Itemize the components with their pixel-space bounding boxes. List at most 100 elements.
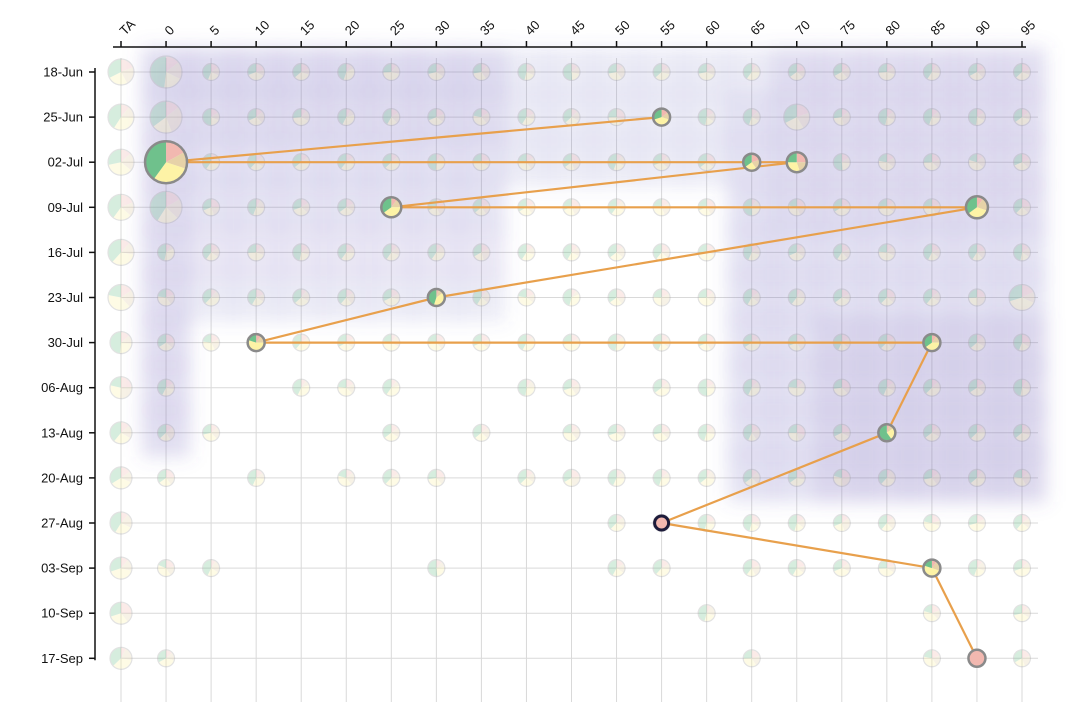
pie-slice bbox=[751, 206, 761, 216]
pie-slice bbox=[436, 113, 445, 123]
background-pie bbox=[109, 646, 133, 670]
pie-slice bbox=[976, 112, 986, 121]
pie-slice bbox=[833, 514, 842, 527]
pie-slice bbox=[346, 109, 355, 118]
pie-slice bbox=[1022, 112, 1031, 120]
pie-outline bbox=[832, 378, 851, 397]
pie-slice bbox=[346, 469, 353, 478]
pie-slice bbox=[796, 290, 806, 299]
background-pie bbox=[742, 288, 761, 307]
pie-slice bbox=[256, 200, 265, 209]
pie-base bbox=[923, 514, 941, 532]
pie-slice bbox=[968, 63, 977, 76]
pie-slice bbox=[292, 117, 309, 126]
pie-base bbox=[157, 334, 175, 352]
pie-slice bbox=[346, 65, 354, 72]
pie-slice bbox=[391, 469, 399, 478]
pie-slice bbox=[796, 198, 806, 208]
pie-slice bbox=[121, 290, 135, 307]
pie-base bbox=[653, 469, 671, 487]
pie-slice bbox=[337, 386, 353, 397]
pie-slice bbox=[387, 117, 398, 126]
pie-slice bbox=[1014, 567, 1031, 577]
density-cell bbox=[142, 228, 191, 277]
pie-slice bbox=[1015, 432, 1031, 442]
pie-slice bbox=[931, 381, 941, 389]
pie-slice bbox=[968, 559, 977, 577]
x-tick-label: 85 bbox=[927, 17, 948, 38]
pie-outline bbox=[517, 468, 536, 487]
pie-base bbox=[968, 108, 986, 126]
pie-slice bbox=[743, 658, 757, 667]
x-tick-label: 55 bbox=[657, 17, 678, 38]
pie-outline bbox=[607, 558, 626, 578]
pie-base bbox=[743, 243, 761, 261]
pie-base bbox=[878, 469, 896, 487]
pie-slice bbox=[931, 291, 941, 302]
background-pie bbox=[832, 153, 851, 172]
density-cell bbox=[682, 93, 731, 142]
pie-slice bbox=[211, 247, 220, 257]
pie-outline bbox=[149, 100, 183, 134]
pie-slice bbox=[923, 656, 937, 667]
pie-outline bbox=[877, 423, 897, 443]
pie-outline bbox=[967, 288, 987, 307]
density-cell bbox=[142, 273, 191, 322]
pie-slice bbox=[295, 342, 310, 352]
background-pie bbox=[562, 243, 581, 262]
background-pie bbox=[652, 288, 671, 307]
background-pie bbox=[832, 378, 851, 397]
pie-slice bbox=[796, 338, 806, 350]
background-pie bbox=[292, 243, 311, 262]
pie-slice bbox=[653, 469, 662, 486]
pie-slice bbox=[751, 424, 760, 433]
pie-outline bbox=[292, 198, 311, 217]
pie-slice bbox=[526, 108, 535, 118]
pie-base bbox=[788, 63, 806, 81]
background-pie bbox=[787, 378, 806, 397]
pie-slice bbox=[571, 290, 580, 298]
pie-slice bbox=[474, 432, 488, 442]
density-cell bbox=[187, 48, 236, 96]
density-cell bbox=[412, 228, 461, 277]
pie-slice bbox=[481, 248, 490, 261]
pie-slice bbox=[661, 198, 669, 208]
pie-slice bbox=[166, 243, 171, 253]
pie-slice bbox=[751, 559, 760, 569]
pie-outline bbox=[337, 62, 356, 82]
pie-slice bbox=[206, 162, 220, 171]
pie-slice bbox=[346, 383, 355, 394]
pie-base bbox=[1013, 649, 1031, 667]
pie-slice bbox=[382, 469, 392, 485]
pie-base bbox=[833, 243, 851, 261]
pie-slice bbox=[616, 516, 626, 527]
pie-slice bbox=[878, 424, 892, 442]
pie-outline bbox=[427, 107, 446, 127]
pie-base bbox=[157, 649, 175, 667]
pie-slice bbox=[297, 385, 310, 397]
density-cell bbox=[142, 318, 191, 367]
density-cell bbox=[277, 183, 326, 232]
x-tick-label: 75 bbox=[837, 17, 858, 38]
background-pie bbox=[832, 243, 851, 262]
pie-slice bbox=[786, 162, 800, 173]
background-pie bbox=[787, 513, 806, 533]
pie-slice bbox=[121, 647, 127, 659]
pie-slice bbox=[337, 243, 347, 260]
pie-slice bbox=[841, 431, 851, 437]
pie-slice bbox=[517, 469, 527, 484]
pie-base bbox=[110, 602, 132, 625]
background-pie bbox=[156, 423, 176, 442]
pie-slice bbox=[150, 191, 167, 221]
pie-base bbox=[878, 243, 896, 261]
density-cell bbox=[907, 363, 956, 412]
pie-base bbox=[472, 424, 490, 442]
pie-slice bbox=[1013, 559, 1022, 572]
pie-slice bbox=[751, 64, 761, 73]
pie-slice bbox=[256, 289, 264, 298]
highlight-pie bbox=[922, 558, 942, 578]
pie-slice bbox=[931, 108, 939, 118]
pie-slice bbox=[841, 111, 851, 126]
pie-base bbox=[427, 559, 445, 577]
pie-slice bbox=[293, 207, 308, 216]
